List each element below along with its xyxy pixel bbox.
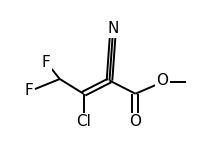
Text: F: F: [24, 83, 33, 98]
Text: O: O: [129, 114, 141, 129]
Text: O: O: [156, 73, 168, 88]
Text: Cl: Cl: [76, 114, 91, 129]
Text: N: N: [107, 21, 118, 36]
Text: F: F: [41, 55, 50, 70]
